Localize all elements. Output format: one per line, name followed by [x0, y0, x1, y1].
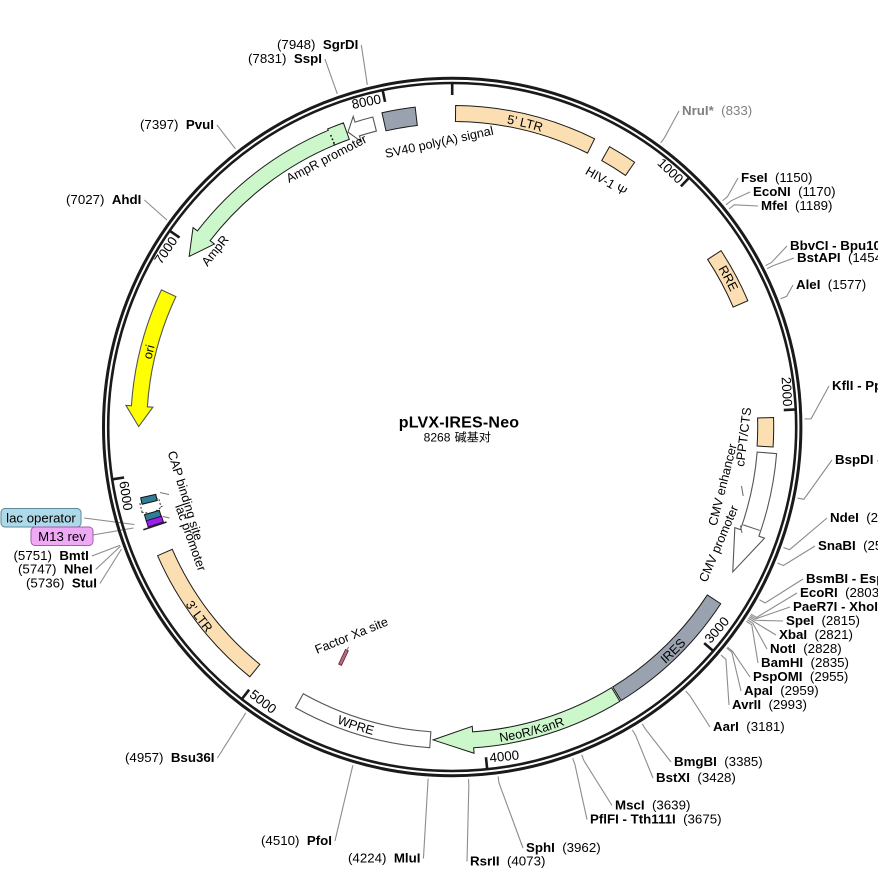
- svg-text:BsmBI - Esp3I (2741): BsmBI - Esp3I (2741): [806, 571, 878, 586]
- svg-text:2000: 2000: [779, 376, 795, 406]
- svg-text:FseI (1150): FseI (1150): [741, 170, 812, 185]
- svg-text:(7027) AhdI: (7027) AhdI: [66, 192, 141, 207]
- svg-text:SphI (3962): SphI (3962): [526, 840, 601, 855]
- svg-text:SpeI (2815): SpeI (2815): [786, 613, 860, 628]
- svg-text:EcoRI (2803): EcoRI (2803): [800, 585, 878, 600]
- svg-text:lac operator: lac operator: [6, 511, 76, 526]
- svg-text:NotI (2828): NotI (2828): [770, 641, 842, 656]
- svg-text:ApaI (2959): ApaI (2959): [744, 683, 819, 698]
- svg-text:EcoNI (1170): EcoNI (1170): [753, 184, 836, 199]
- svg-text:(4224) MluI: (4224) MluI: [348, 851, 420, 866]
- svg-text:AleI (1577): AleI (1577): [796, 277, 866, 292]
- svg-text:BspDI - ClaI (2334): BspDI - ClaI (2334): [835, 452, 878, 467]
- svg-text:BamHI (2835): BamHI (2835): [761, 655, 849, 670]
- svg-text:8000: 8000: [350, 91, 382, 112]
- svg-text:SnaBI (2588): SnaBI (2588): [818, 538, 878, 553]
- svg-text:PflFI - Tth111I (3675): PflFI - Tth111I (3675): [590, 812, 722, 827]
- svg-text:MfeI (1189): MfeI (1189): [761, 198, 832, 213]
- svg-text:(4510) PfoI: (4510) PfoI: [261, 833, 332, 848]
- svg-text:KflI - PpuMI (2037): KflI - PpuMI (2037): [832, 378, 878, 393]
- svg-text:(5751) BmtI: (5751) BmtI: [14, 548, 89, 563]
- svg-text:8268: 8268: [424, 431, 451, 445]
- svg-text:(7948) SgrDI: (7948) SgrDI: [277, 37, 358, 52]
- svg-text:RsrII (4073): RsrII (4073): [470, 854, 545, 869]
- svg-text:PaeR7I - XhoI (2809): PaeR7I - XhoI (2809): [793, 599, 878, 614]
- svg-text:(4957) Bsu36I: (4957) Bsu36I: [125, 750, 214, 765]
- svg-text:(7831) SspI: (7831) SspI: [248, 51, 322, 66]
- svg-text:MscI (3639): MscI (3639): [615, 798, 690, 813]
- svg-text:BbvCI - Bpu10I (1441): BbvCI - Bpu10I (1441): [790, 238, 878, 253]
- svg-text:AarI (3181): AarI (3181): [713, 719, 785, 734]
- svg-text:XbaI (2821): XbaI (2821): [779, 627, 853, 642]
- svg-text:BstAPI (1454): BstAPI (1454): [797, 250, 878, 265]
- svg-text:4000: 4000: [489, 747, 520, 765]
- svg-text:NdeI (2526): NdeI (2526): [830, 510, 878, 525]
- svg-text:(5736) StuI: (5736) StuI: [26, 576, 97, 591]
- svg-text:BmgBI (3385): BmgBI (3385): [674, 754, 763, 769]
- svg-text:(5747) NheI: (5747) NheI: [18, 562, 93, 577]
- svg-text:(7397) PvuI: (7397) PvuI: [140, 117, 214, 132]
- svg-text:pLVX-IRES-Neo: pLVX-IRES-Neo: [399, 415, 520, 432]
- svg-text:BstXI (3428): BstXI (3428): [656, 770, 736, 785]
- svg-text:AvrII (2993): AvrII (2993): [732, 697, 807, 712]
- svg-text:NruI* (833): NruI* (833): [682, 103, 752, 118]
- svg-text:ori: ori: [141, 343, 158, 360]
- svg-text:6000: 6000: [116, 480, 135, 512]
- svg-text:PspOMI (2955): PspOMI (2955): [753, 669, 848, 684]
- svg-text:M13 rev: M13 rev: [38, 529, 86, 544]
